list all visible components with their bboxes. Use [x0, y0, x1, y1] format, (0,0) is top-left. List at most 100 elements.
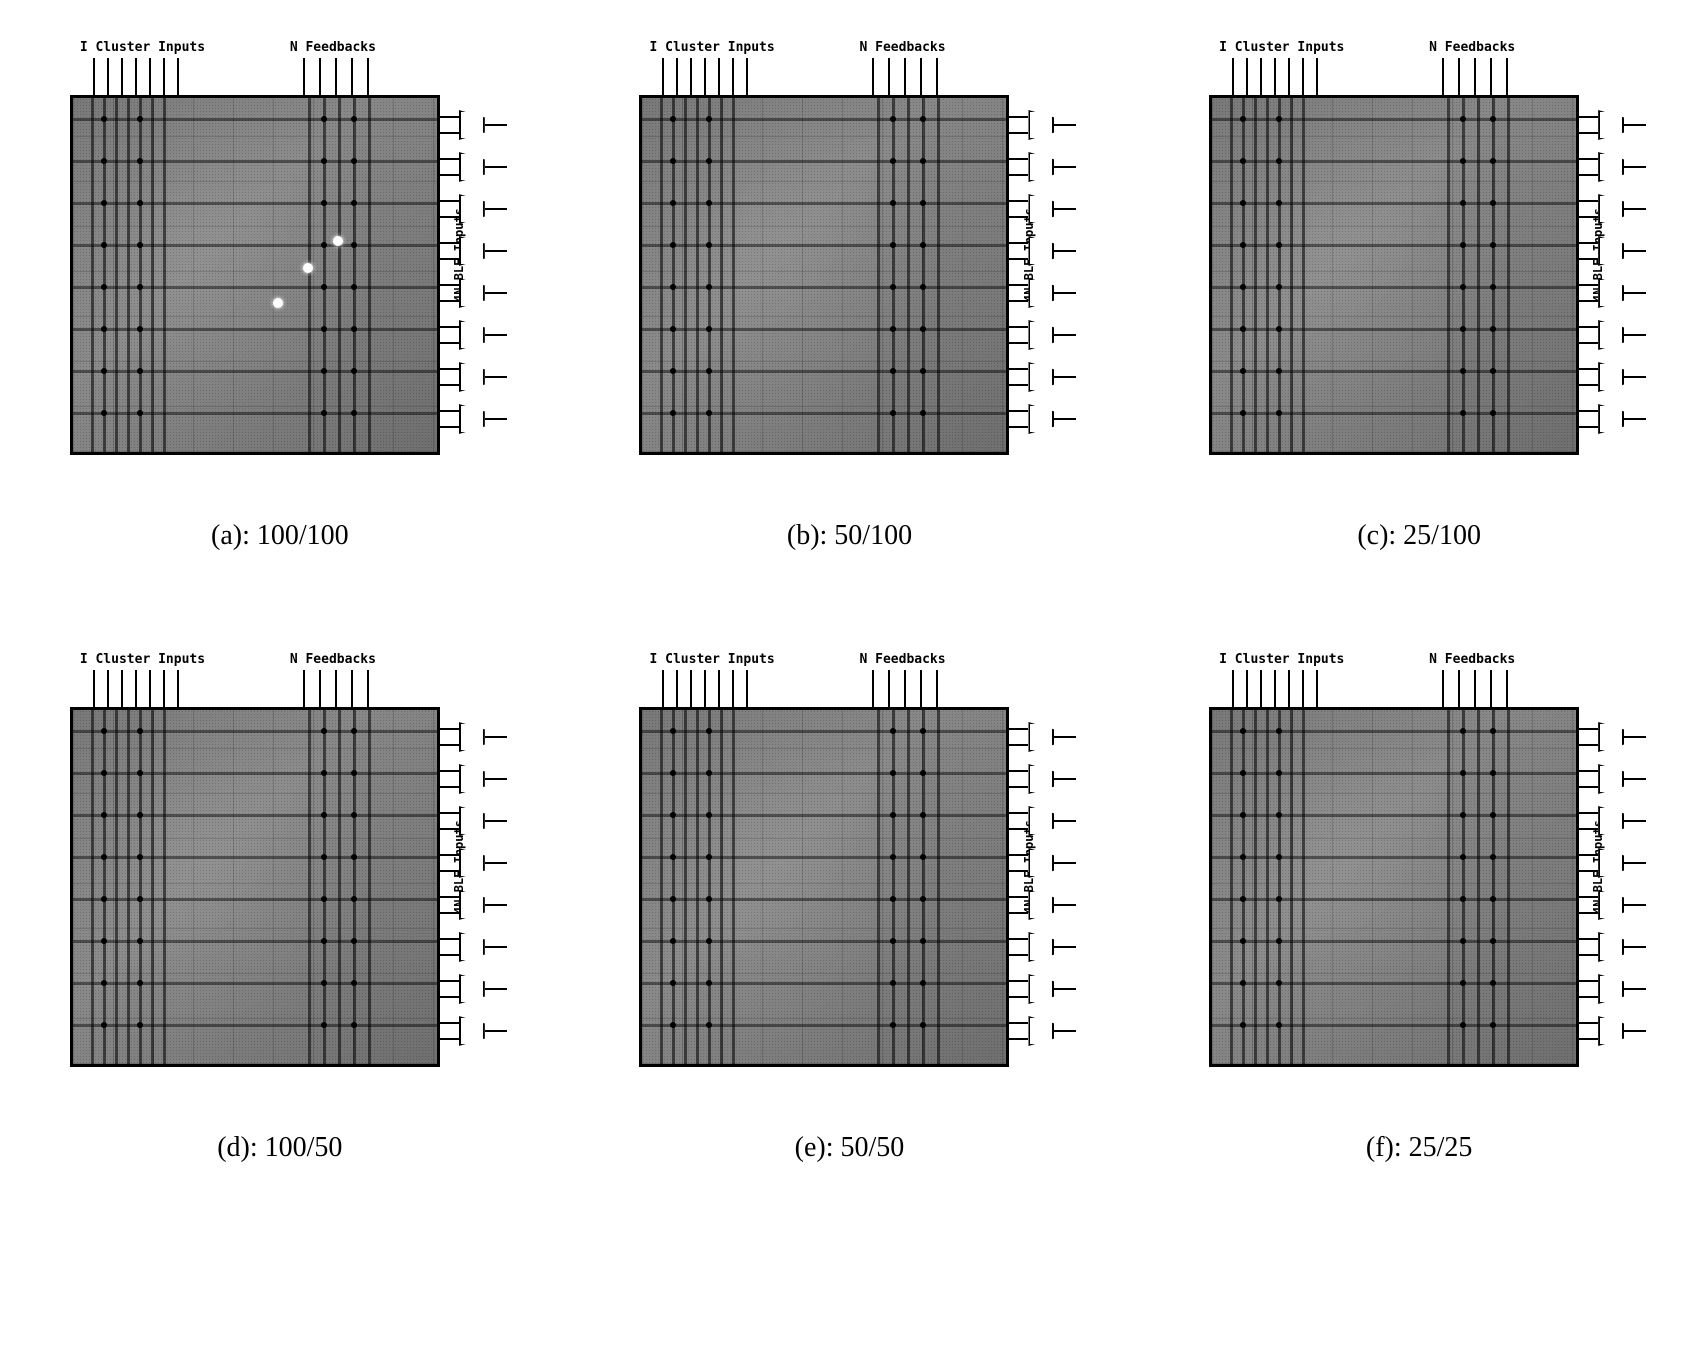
feedback-line	[303, 58, 305, 98]
feedback-line	[335, 670, 337, 710]
panel-b: I Cluster InputsN Feedbacks4N BLE Inputs…	[610, 40, 1090, 552]
diagram: I Cluster InputsN Feedbacks4N BLE Inputs	[629, 40, 1069, 470]
cluster-input-line	[149, 58, 151, 98]
mux-icon	[1598, 1016, 1624, 1046]
feedback-line	[920, 670, 922, 710]
mux-icon	[1598, 722, 1624, 752]
mux-icon	[459, 890, 485, 920]
mux-icon	[1598, 278, 1624, 308]
mux-icon	[1598, 806, 1624, 836]
mux-icon	[1028, 110, 1054, 140]
mux-icon	[459, 932, 485, 962]
feedback-line	[1490, 670, 1492, 710]
cluster-input-line	[1274, 670, 1276, 710]
cluster-input-line	[177, 670, 179, 710]
mux-icon	[1598, 848, 1624, 878]
cluster-input-line	[1274, 58, 1276, 98]
mux-icon	[1598, 404, 1624, 434]
feedback-line	[1442, 670, 1444, 710]
cluster-input-line	[704, 58, 706, 98]
mux-icon	[1028, 932, 1054, 962]
cluster-input-line	[1288, 58, 1290, 98]
feedback-line	[1474, 670, 1476, 710]
mux-icon	[1028, 890, 1054, 920]
cluster-input-line	[163, 58, 165, 98]
mux-icon	[1028, 278, 1054, 308]
mux-icon	[1028, 722, 1054, 752]
cluster-input-line	[718, 58, 720, 98]
mux-icon	[459, 848, 485, 878]
cluster-input-line	[135, 670, 137, 710]
cluster-input-line	[746, 670, 748, 710]
mux-icon	[1028, 320, 1054, 350]
diagram: I Cluster InputsN Feedbacks4N BLE Inputs	[1199, 40, 1639, 470]
panel-d: I Cluster InputsN Feedbacks4N BLE Inputs…	[40, 652, 520, 1164]
chip-area	[70, 95, 440, 455]
mux-icon	[459, 404, 485, 434]
feedback-line	[936, 58, 938, 98]
cluster-inputs-label: I Cluster Inputs	[80, 652, 205, 667]
feedback-line	[1458, 670, 1460, 710]
cluster-input-line	[177, 58, 179, 98]
mux-icon	[1598, 362, 1624, 392]
feedbacks-label: N Feedbacks	[1429, 40, 1515, 55]
mux-icon	[459, 194, 485, 224]
chip-area	[1209, 95, 1579, 455]
cluster-input-line	[135, 58, 137, 98]
cluster-input-line	[1260, 58, 1262, 98]
mux-icon	[1598, 890, 1624, 920]
feedbacks-label: N Feedbacks	[290, 652, 376, 667]
cluster-input-line	[704, 670, 706, 710]
feedback-line	[1474, 58, 1476, 98]
cluster-inputs-label: I Cluster Inputs	[649, 40, 774, 55]
cluster-input-line	[662, 670, 664, 710]
diagram: I Cluster InputsN Feedbacks4N BLE Inputs	[60, 652, 500, 1082]
mux-icon	[1598, 932, 1624, 962]
mux-icon	[1028, 848, 1054, 878]
cluster-input-line	[1316, 58, 1318, 98]
cluster-input-line	[1302, 670, 1304, 710]
mux-icon	[1598, 194, 1624, 224]
cluster-input-line	[1232, 670, 1234, 710]
panel-f: I Cluster InputsN Feedbacks4N BLE Inputs…	[1179, 652, 1659, 1164]
cluster-input-line	[1232, 58, 1234, 98]
cluster-input-line	[1246, 58, 1248, 98]
mux-icon	[1598, 110, 1624, 140]
mux-icon	[459, 110, 485, 140]
cluster-input-line	[1302, 58, 1304, 98]
cluster-input-line	[662, 58, 664, 98]
cluster-inputs-label: I Cluster Inputs	[649, 652, 774, 667]
chip-area	[70, 707, 440, 1067]
mux-icon	[1028, 806, 1054, 836]
cluster-input-line	[718, 670, 720, 710]
panel-caption: (a): 100/100	[211, 520, 349, 552]
panel-a: I Cluster InputsN Feedbacks4N BLE Inputs…	[40, 40, 520, 552]
feedback-line	[904, 670, 906, 710]
chip-area	[639, 95, 1009, 455]
mux-icon	[1028, 194, 1054, 224]
cluster-input-line	[107, 670, 109, 710]
diagram: I Cluster InputsN Feedbacks4N BLE Inputs	[1199, 652, 1639, 1082]
feedback-line	[1490, 58, 1492, 98]
cluster-input-line	[676, 670, 678, 710]
cluster-input-line	[107, 58, 109, 98]
cluster-input-line	[690, 58, 692, 98]
mux-icon	[1028, 404, 1054, 434]
cluster-input-line	[1260, 670, 1262, 710]
panel-caption: (b): 50/100	[787, 520, 912, 552]
diagram: I Cluster InputsN Feedbacks4N BLE Inputs	[629, 652, 1069, 1082]
feedback-line	[872, 670, 874, 710]
cluster-input-line	[149, 670, 151, 710]
cluster-inputs-label: I Cluster Inputs	[1219, 652, 1344, 667]
mux-icon	[459, 806, 485, 836]
mux-icon	[1028, 764, 1054, 794]
feedback-line	[920, 58, 922, 98]
feedback-line	[351, 670, 353, 710]
feedbacks-label: N Feedbacks	[859, 652, 945, 667]
mux-icon	[1598, 320, 1624, 350]
feedbacks-label: N Feedbacks	[290, 40, 376, 55]
mux-icon	[459, 236, 485, 266]
mux-icon	[459, 152, 485, 182]
feedback-line	[1458, 58, 1460, 98]
mux-icon	[1598, 974, 1624, 1004]
